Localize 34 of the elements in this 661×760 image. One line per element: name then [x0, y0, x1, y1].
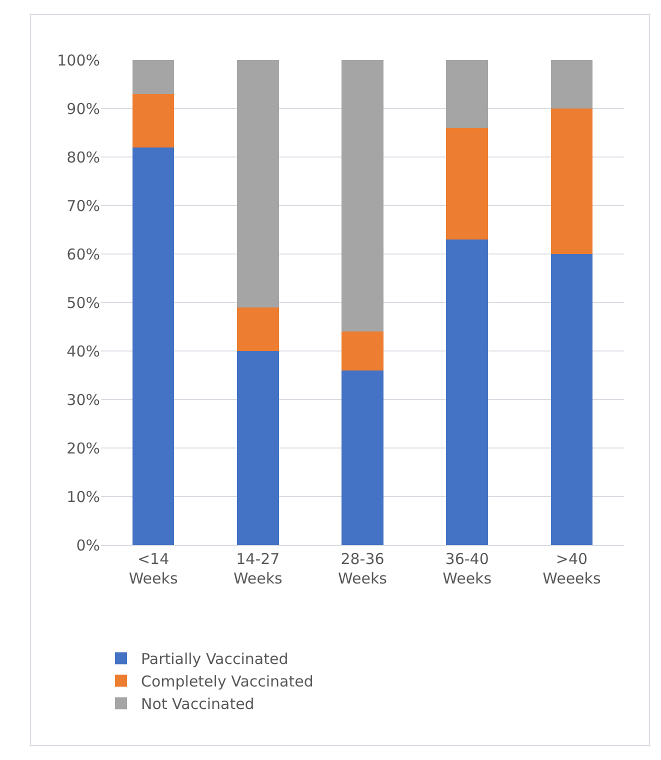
y-tick-label: 90% — [66, 100, 100, 118]
bar — [132, 94, 174, 148]
bar — [236, 351, 279, 545]
x-tick-label: 36-40 Weeks — [442, 550, 492, 588]
bar — [446, 128, 488, 240]
x-tick-label: 28-36 Weeks — [338, 550, 388, 588]
x-tick-label: <14 Weeks — [128, 550, 178, 588]
y-tick-label: 0% — [76, 536, 100, 554]
bar — [550, 60, 593, 108]
bar — [446, 60, 488, 128]
bar — [446, 239, 488, 545]
y-tick-label: 60% — [66, 245, 100, 264]
bar — [342, 370, 384, 545]
legend-label: Completely Vaccinated — [141, 672, 314, 691]
legend-label: Partially Vaccinated — [141, 650, 288, 668]
y-tick-label: 70% — [66, 196, 100, 215]
x-tick-label: 14-27 Weeks — [233, 550, 283, 588]
bar — [342, 332, 384, 370]
bar — [132, 60, 174, 94]
y-tick-label: 100% — [57, 51, 100, 70]
y-tick-label: 30% — [66, 390, 100, 409]
bar — [550, 254, 593, 545]
x-tick-label: >40 Weeeks — [542, 550, 601, 588]
y-tick-label: 40% — [66, 342, 100, 360]
bar — [550, 108, 593, 254]
legend-label: Not Vaccinated — [141, 695, 254, 714]
y-tick-label: 20% — [66, 439, 100, 458]
y-tick-label: 10% — [66, 488, 100, 506]
bar — [132, 147, 174, 545]
bar — [342, 60, 384, 332]
bar — [236, 307, 279, 351]
y-tick-label: 80% — [66, 148, 100, 166]
bar — [236, 60, 279, 308]
y-tick-label: 50% — [66, 294, 100, 312]
